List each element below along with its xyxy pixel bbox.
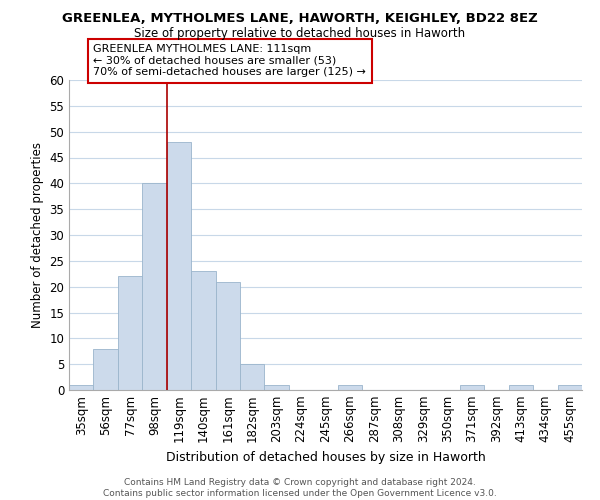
Bar [69,385,94,390]
Bar [215,282,240,390]
Y-axis label: Number of detached properties: Number of detached properties [31,142,44,328]
Bar [265,385,289,390]
Text: Contains HM Land Registry data © Crown copyright and database right 2024.
Contai: Contains HM Land Registry data © Crown c… [103,478,497,498]
Bar [118,276,142,390]
Text: Size of property relative to detached houses in Haworth: Size of property relative to detached ho… [134,28,466,40]
Text: GREENLEA MYTHOLMES LANE: 111sqm
← 30% of detached houses are smaller (53)
70% of: GREENLEA MYTHOLMES LANE: 111sqm ← 30% of… [94,44,367,78]
Bar [167,142,191,390]
Bar [460,385,484,390]
Text: GREENLEA, MYTHOLMES LANE, HAWORTH, KEIGHLEY, BD22 8EZ: GREENLEA, MYTHOLMES LANE, HAWORTH, KEIGH… [62,12,538,26]
Bar [240,364,265,390]
Bar [142,184,167,390]
Bar [191,271,215,390]
Bar [509,385,533,390]
Bar [94,348,118,390]
Bar [338,385,362,390]
Bar [557,385,582,390]
X-axis label: Distribution of detached houses by size in Haworth: Distribution of detached houses by size … [166,451,485,464]
